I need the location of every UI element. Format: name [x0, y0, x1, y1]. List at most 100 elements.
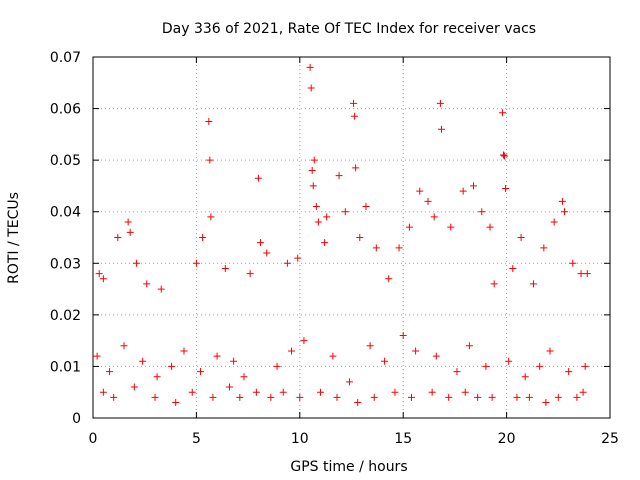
scatter-point: [267, 393, 275, 401]
scatter-point: [430, 213, 438, 221]
scatter-point: [461, 388, 469, 396]
scatter-point: [130, 383, 138, 391]
scatter-point: [345, 378, 353, 386]
scatter-point: [252, 388, 260, 396]
scatter-point: [335, 172, 343, 180]
scatter-point: [573, 393, 581, 401]
y-tick-label: 0.01: [50, 359, 81, 375]
scatter-point: [197, 368, 205, 376]
scatter-point: [513, 393, 521, 401]
scatter-point: [558, 197, 566, 205]
scatter-point: [310, 156, 318, 164]
scatter-point: [405, 223, 413, 231]
scatter-point: [180, 347, 188, 355]
scatter-point: [569, 259, 577, 267]
scatter-point: [453, 368, 461, 376]
scatter-point: [581, 362, 589, 370]
scatter-point: [168, 362, 176, 370]
y-tick-label: 0.04: [50, 205, 81, 221]
scatter-point: [540, 244, 548, 252]
scatter-point: [395, 244, 403, 252]
scatter-point: [316, 388, 324, 396]
scatter-point: [172, 399, 180, 407]
scatter-point: [577, 270, 585, 278]
scatter-point: [323, 213, 331, 221]
scatter-point: [385, 275, 393, 283]
axis-ticks: 0 5 10 15 20 25 0 0.01 0.02 0.03 0.04 0.05 0.06 0.07: [50, 50, 619, 447]
y-tick-label: 0.07: [50, 50, 81, 66]
scatter-point: [308, 166, 316, 174]
y-tick-label: 0.05: [50, 153, 81, 169]
scatter-point: [550, 218, 558, 226]
y-tick-label: 0: [72, 411, 81, 427]
scatter-point: [221, 264, 229, 272]
scatter-point: [505, 357, 513, 365]
scatter-point: [517, 234, 525, 241]
scatter-point: [124, 218, 132, 226]
scatter-point: [110, 393, 118, 401]
scatter-point: [350, 99, 358, 107]
scatter-point: [432, 352, 440, 360]
scatter-point: [240, 373, 248, 381]
scatter-point: [279, 388, 287, 396]
scatter-point: [579, 388, 587, 396]
scatter-point: [257, 239, 265, 247]
scatter-point: [478, 208, 486, 216]
scatter-point: [356, 234, 364, 241]
x-axis-label: GPS time / hours: [290, 459, 407, 475]
scatter-point: [502, 185, 510, 193]
y-axis-label: ROTI / TECUs: [6, 192, 22, 284]
scatter-point: [525, 393, 533, 401]
scatter-point: [95, 270, 103, 278]
scatter-point: [474, 393, 482, 401]
scatter-point: [407, 393, 415, 401]
plot-frame: [92, 56, 611, 419]
scatter-point: [296, 393, 304, 401]
scatter-point: [307, 84, 315, 92]
scatter-point: [143, 280, 151, 288]
scatter-point: [99, 275, 107, 283]
scatter-point: [306, 63, 314, 71]
scatter-point: [93, 352, 101, 360]
y-tick-label: 0.03: [50, 256, 81, 272]
scatter-point: [188, 388, 196, 396]
scatter-point: [341, 208, 349, 216]
scatter-point: [151, 393, 159, 401]
scatter-point: [126, 228, 134, 236]
scatter-point: [486, 223, 494, 231]
scatter-point: [333, 393, 341, 401]
scatter-point: [536, 362, 544, 370]
scatter-point: [542, 399, 550, 407]
scatter-point: [114, 234, 122, 241]
scatter-point: [321, 239, 329, 247]
x-tick-label: 25: [601, 431, 619, 447]
scatter-point: [139, 357, 147, 365]
scatter-point: [288, 347, 296, 355]
scatter-point: [207, 213, 215, 221]
scatter-point: [372, 244, 380, 252]
scatter-point: [273, 362, 281, 370]
scatter-point: [309, 182, 317, 190]
scatter-point: [283, 259, 291, 267]
scatter-point: [153, 373, 161, 381]
scatter-point: [354, 399, 362, 407]
scatter-point: [370, 393, 378, 401]
scatter-point: [412, 347, 420, 355]
scatter-point: [424, 197, 432, 205]
scatter-point: [206, 156, 214, 164]
scatter-point: [157, 285, 165, 293]
grid-lines: [93, 57, 610, 418]
scatter-point: [459, 187, 467, 195]
scatter-point: [236, 393, 244, 401]
scatter-point: [521, 373, 529, 381]
scatter-point: [106, 368, 114, 376]
chart-title: Day 336 of 2021, Rate Of TEC Index for r…: [162, 21, 536, 37]
scatter-point: [246, 270, 254, 278]
scatter-point: [447, 223, 455, 231]
scatter-point: [416, 187, 424, 195]
scatter-point: [445, 393, 453, 401]
x-tick-label: 20: [498, 431, 516, 447]
scatter-point: [470, 182, 478, 190]
scatter-point: [498, 109, 506, 117]
